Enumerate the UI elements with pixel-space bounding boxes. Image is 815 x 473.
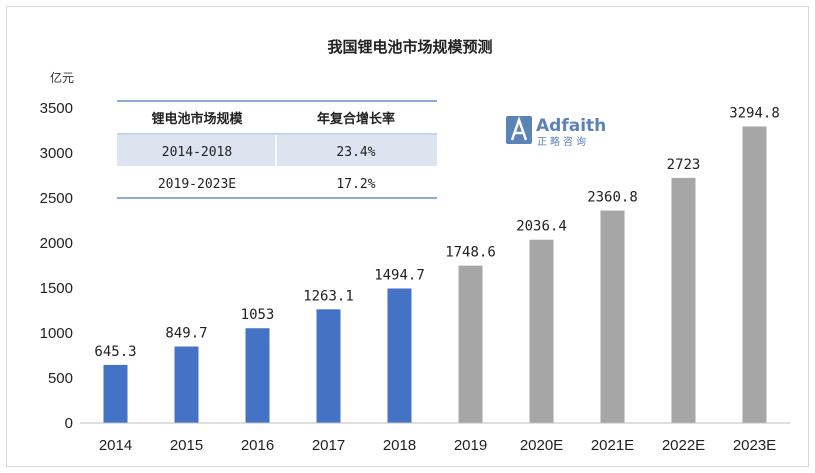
adfaith-logo-icon [506,116,532,144]
data-label: 1748.6 [445,245,496,261]
data-label: 1494.7 [374,267,425,283]
bar [671,177,696,423]
x-tick-label: 2021E [591,437,634,454]
bar [742,126,767,423]
data-label: 2036.4 [516,219,567,235]
bar [316,309,341,423]
data-label: 849.7 [165,326,207,342]
watermark-brand: Adfaith [536,116,606,136]
chart-title: 我国锂电池市场规模预测 [327,38,492,56]
adfaith-watermark: Adfaith 正略咨询 [506,116,606,148]
x-tick-label: 2020E [520,437,563,454]
table-cell-period: 2019-2023E [158,177,236,192]
y-tick-label: 500 [48,370,73,387]
table-cell-period: 2014-2018 [162,145,232,160]
table-cell-cagr: 23.4% [336,145,375,160]
y-tick-label: 0 [65,415,73,432]
table-header-market-size: 锂电池市场规模 [151,111,243,127]
y-axis-ticks: 0 500 1000 1500 2000 2500 3000 3500 [40,100,73,432]
data-labels: 645.3 849.7 1053 1263.1 1494.7 1748.6 2036.4 23… [94,105,779,359]
x-tick-label: 2017 [312,437,345,454]
table-row-stripe [117,135,437,166]
x-tick-label: 2016 [241,437,274,454]
data-label: 2360.8 [587,190,638,206]
bar [529,239,554,423]
y-tick-label: 3500 [40,100,73,117]
x-tick-label: 2015 [170,437,203,454]
x-tick-label: 2014 [99,437,132,454]
x-axis-ticks: 2014 2015 2016 2017 2018 2019 2020E 2021E 2022E 2… [99,437,776,454]
data-label: 1263.1 [303,288,354,304]
data-label: 645.3 [94,344,136,360]
watermark-subtitle: 正略咨询 [537,135,589,148]
bar [174,346,199,423]
bar [245,328,270,423]
data-label: 1053 [241,307,275,323]
bar [600,210,625,423]
bar [458,265,483,423]
bar [387,288,412,423]
data-label: 2723 [667,157,701,173]
y-tick-label: 1000 [40,325,73,342]
bar [103,364,128,423]
cagr-table: 锂电池市场规模 年复合增长率 2014-2018 23.4% 2019-2023… [117,100,437,199]
y-tick-label: 2500 [40,190,73,207]
x-tick-label: 2022E [662,437,705,454]
y-unit-label: 亿元 [50,70,74,85]
bars [103,126,767,423]
x-tick-label: 2018 [383,437,416,454]
data-label: 3294.8 [729,105,780,121]
y-tick-label: 2000 [40,235,73,252]
table-header-cagr: 年复合增长率 [317,111,395,127]
x-tick-label: 2019 [454,437,487,454]
table-cell-cagr: 17.2% [336,177,375,192]
y-tick-label: 3000 [40,145,73,162]
x-tick-label: 2023E [733,437,776,454]
y-tick-label: 1500 [40,280,73,297]
